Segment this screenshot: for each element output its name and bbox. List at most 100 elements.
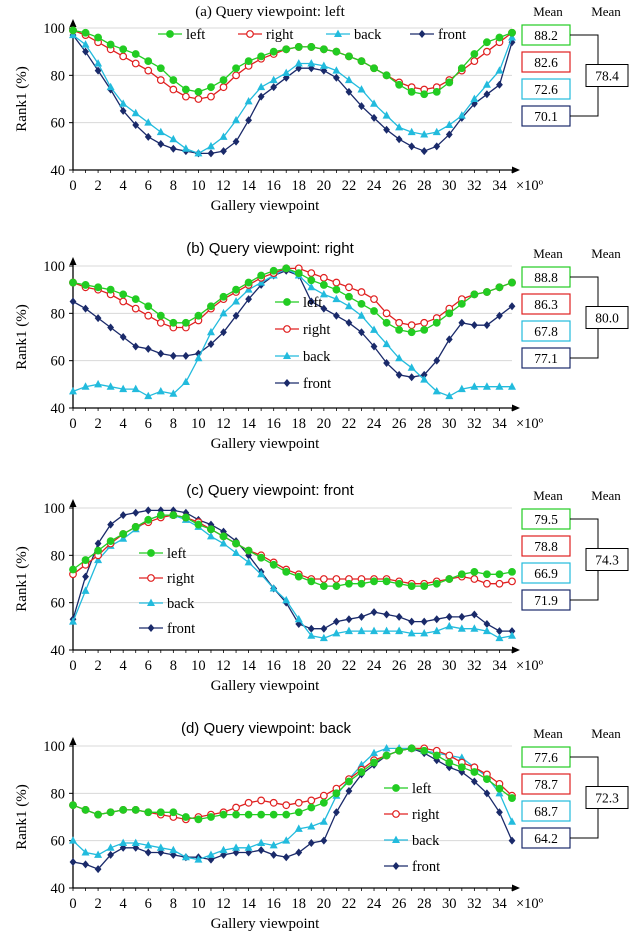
series-left-point [269, 560, 278, 569]
legend-left-marker [147, 549, 155, 557]
x-tick-label: 16 [266, 178, 281, 194]
x-tick-label: 10 [191, 178, 206, 194]
mean-value-left: 79.5 [534, 512, 558, 527]
series-left-point [470, 768, 479, 776]
mean-value-left: 88.8 [534, 270, 558, 285]
series-left-point [307, 276, 316, 285]
series-right-point [508, 577, 516, 586]
series-back-point [181, 852, 190, 861]
series-left-point [169, 318, 178, 327]
series-front-line [72, 270, 513, 378]
series-back-point [319, 61, 328, 69]
series-left-point [282, 568, 291, 576]
series-right-point [307, 796, 316, 805]
series-left-point [307, 43, 316, 51]
mean-value-front: 64.2 [534, 831, 558, 846]
legend-right-label: right [266, 27, 293, 43]
series-front-point [496, 311, 503, 320]
series-front-point [483, 321, 491, 330]
series-left-point [420, 746, 429, 755]
x-tick-label: 20 [317, 178, 332, 194]
x-tick-label: 8 [170, 658, 177, 674]
series-left-point [370, 307, 378, 315]
series-front-point [358, 612, 365, 621]
series-front-point [508, 302, 516, 311]
x-tick-label: 0 [69, 416, 76, 432]
x-tick-label: 24 [367, 658, 382, 674]
y-axis-label: Rank1 (%) [14, 546, 30, 611]
series-front-point [333, 617, 340, 626]
x-tick-label: 28 [417, 658, 432, 674]
series-right-point [232, 71, 240, 80]
x-axis-arrow [512, 646, 520, 654]
series-right-point [194, 95, 203, 103]
series-front-point [82, 304, 89, 313]
series-front-point [320, 624, 328, 633]
series-right-point [144, 311, 153, 320]
legend-left-label: left [186, 27, 205, 43]
series-back-point [282, 68, 291, 76]
series-front-point [320, 836, 328, 845]
series-left-point [432, 579, 441, 588]
series-left-point [156, 511, 165, 519]
series-left [69, 744, 516, 824]
series-front-point [94, 865, 102, 874]
series-back-point [420, 629, 429, 637]
series-back-point [232, 297, 241, 305]
series-left-point [508, 28, 516, 37]
x-tick-label: 22 [342, 178, 357, 194]
mean-box-right [521, 535, 571, 557]
series-left-point [445, 758, 454, 767]
x-tick-label: 20 [317, 416, 332, 432]
series-back-point [244, 843, 253, 851]
chart-title: (a) Query viewpoint: left [195, 4, 345, 20]
series-back-point [482, 80, 491, 88]
series-left-point [181, 513, 190, 522]
series-left-point [307, 803, 316, 812]
series-front-point [483, 90, 491, 99]
series-back-point [407, 629, 416, 637]
x-tick-label: 4 [120, 416, 128, 432]
series-back-point [131, 384, 140, 393]
series-right-point [332, 575, 341, 583]
series-right-point [169, 85, 178, 94]
x-tick-label: 4 [120, 658, 128, 674]
legend-right-label: right [412, 807, 439, 823]
series-front-point [207, 149, 215, 158]
x-tick-label: 32 [467, 178, 482, 194]
series-left-point [407, 582, 416, 590]
series-front-point [132, 508, 140, 517]
series-back-point [169, 134, 178, 143]
overall-mean-box [585, 548, 629, 571]
series-back-point [232, 115, 241, 124]
x-axis-label: Gallery viewpoint [211, 916, 321, 932]
series-left-point [232, 64, 240, 73]
series-back-point [144, 118, 153, 126]
series-back-point [395, 626, 404, 635]
series-right-point [119, 297, 128, 306]
x-tick-label: 28 [417, 416, 432, 432]
series-back-point [69, 617, 77, 625]
legend-right-marker [147, 574, 155, 582]
mean-value-left: 88.2 [534, 28, 558, 43]
series-left-point [407, 328, 416, 337]
series-left-point [106, 285, 115, 294]
series-left-point [294, 43, 303, 51]
y-tick-label: 60 [51, 834, 66, 850]
mean-value-right: 82.6 [534, 55, 558, 70]
series-left-point [169, 511, 178, 519]
series-back-point [294, 824, 303, 832]
x-tick-label: 18 [292, 178, 307, 194]
series-back-point [495, 66, 504, 74]
series-back-point [420, 130, 429, 138]
series-left-point [94, 283, 102, 292]
series-front-point [470, 610, 478, 619]
series-left-point [370, 758, 378, 767]
series-front-point [345, 615, 353, 624]
x-tick-label: 18 [292, 896, 307, 912]
overall-mean-header: Mean [591, 246, 621, 261]
series-left-point [144, 57, 153, 66]
series-left-point [345, 292, 353, 301]
series-front-point [169, 351, 177, 360]
